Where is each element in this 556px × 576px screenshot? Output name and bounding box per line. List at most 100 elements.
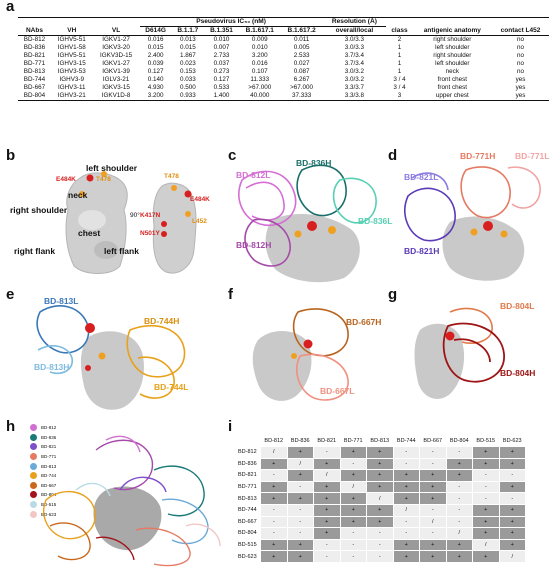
matrix-row-label: BD-667	[238, 518, 257, 525]
matrix-row: BD-821- + / + + + + + - -	[236, 469, 526, 482]
matrix-cell: -	[445, 492, 473, 505]
table-cell: 0.153	[179, 68, 196, 75]
matrix-cell: +	[498, 515, 526, 529]
table-cell: 0.027	[293, 60, 310, 67]
matrix-cell: +	[313, 457, 341, 471]
matrix-cell: -	[286, 480, 314, 494]
matrix-row-label: BD-836	[238, 460, 257, 467]
matrix-cell: /	[366, 492, 394, 505]
matrix-row: BD-744- - + + + / - - + +	[236, 503, 526, 517]
matrix-cell: -	[419, 503, 447, 517]
matrix-cell: /	[392, 503, 420, 517]
matrix-cell: -	[286, 527, 314, 540]
legend-swatch	[30, 481, 37, 489]
table-cell: IGHV3-15	[57, 60, 86, 67]
legend-entry: BD-515	[30, 500, 56, 510]
structure-f	[252, 308, 349, 401]
matrix-cell: -	[472, 480, 500, 494]
legend-label: BD-515	[41, 502, 57, 508]
matrix-cell: -	[392, 446, 420, 459]
table-cell: 2.733	[213, 52, 230, 59]
matrix-cell: +	[313, 527, 341, 540]
legend-label: BD-804	[41, 492, 57, 498]
table-cell: upper chest	[412, 92, 493, 101]
matrix-cell: +	[286, 538, 314, 552]
table-cell: 3.200	[251, 52, 268, 59]
panel-label-b: b	[6, 147, 16, 164]
table-cell: 0.533	[213, 84, 230, 91]
bd-804l-label: BD-804L	[500, 301, 535, 311]
panel-label-i: i	[228, 418, 233, 435]
matrix-cell: -	[472, 469, 500, 482]
legend-swatch	[30, 491, 37, 499]
matrix-cell: +	[498, 480, 526, 494]
k417n-label: K417N	[140, 212, 161, 219]
matrix-cell: +	[445, 457, 473, 471]
table-cell: 0.140	[147, 76, 164, 83]
table-header-cell: VL	[92, 26, 140, 36]
matrix-cell: /	[260, 446, 288, 459]
table-cell: BD-813	[23, 68, 46, 75]
matrix-cell: -	[260, 503, 288, 517]
matrix-cell: +	[366, 503, 394, 517]
table-row: BD-771 IGHV3-15 IGKV1-27 0.039 0.023 0.037 0.0…	[18, 60, 549, 68]
panel-label-f: f	[228, 286, 233, 303]
bd-813l-label: BD-813L	[44, 296, 79, 306]
bd-812h-label: BD-812H	[236, 240, 272, 250]
table-row: BD-821 IGHV5-51 IGKV3D-15 2.400 1.867 2.733 3.…	[18, 52, 549, 60]
matrix-cell: +	[472, 503, 500, 517]
matrix-cell: -	[313, 538, 341, 552]
table-cell: IGKV3-15	[102, 84, 130, 91]
matrix-cell: -	[445, 515, 473, 529]
legend-entry: BD-804	[30, 490, 56, 500]
matrix-row: BD-667- - + + + - / - + +	[236, 515, 526, 529]
table-header-cell: NAbs	[18, 26, 51, 36]
matrix-cell: +	[339, 503, 367, 517]
table-cell: 0.087	[293, 68, 310, 75]
structure-h-overlay	[43, 435, 221, 567]
table-cell: 3 / 4	[393, 76, 406, 83]
legend-label: BD-771	[41, 454, 57, 460]
h-legend: BD-812 BD-836 BD-821 BD-771 BD-813 BD-744 BD-6…	[30, 423, 56, 519]
matrix-cell: +	[260, 457, 288, 471]
matrix-cell: -	[392, 457, 420, 471]
table-cell: 0.015	[179, 44, 196, 51]
bd-744h-label: BD-744H	[144, 316, 180, 326]
table-cell: 4.930	[147, 84, 164, 91]
matrix-cell: /	[339, 480, 367, 494]
matrix-cell: -	[339, 550, 367, 563]
table-cell: 0.007	[213, 44, 230, 51]
matrix-cell: +	[313, 480, 341, 494]
table-cell: right shoulder	[433, 36, 472, 43]
table-cell: 0.009	[251, 36, 268, 43]
resolution-group-header: Resolution (Å)	[322, 17, 387, 27]
table-cell: 6.267	[293, 76, 310, 83]
structure-d	[404, 166, 541, 281]
table-cell: IGHV5-51	[57, 52, 86, 59]
matrix-cell: +	[498, 457, 526, 471]
matrix-cell: +	[445, 550, 473, 563]
legend-entry: BD-744	[30, 471, 56, 481]
matrix-cell: -	[445, 503, 473, 517]
matrix-row: BD-804- - + - - - - / + +	[236, 527, 526, 540]
table-cell: 0.005	[293, 44, 310, 51]
legend-entry: BD-812	[30, 423, 56, 433]
table-header-cell: D614G	[139, 26, 172, 36]
table-cell: no	[517, 44, 525, 51]
rbd-surface-front	[65, 171, 128, 274]
matrix-cell: -	[313, 446, 341, 459]
table-row: BD-813 IGHV3-53 IGKV1-39 0.127 0.153 0.273 0.1…	[18, 68, 549, 76]
table-cell: 3.7/3.4	[344, 52, 365, 59]
matrix-cell: +	[472, 527, 500, 540]
matrix-row-label: BD-812	[238, 449, 257, 456]
bd-667l-label: BD-667L	[320, 386, 355, 396]
legend-label: BD-812	[41, 425, 57, 431]
matrix-column-label: BD-771	[343, 438, 363, 444]
bd-771l-label: BD-771L	[515, 151, 550, 161]
matrix-cell: -	[498, 492, 526, 505]
table-row: BD-836 IGHV1-58 IGKV3-20 0.015 0.015 0.007 0.0…	[18, 44, 549, 52]
matrix-cell: +	[419, 469, 447, 482]
table-cell: 0.023	[179, 60, 196, 67]
matrix-row: BD-771 + - + / + + + - - +	[236, 480, 526, 494]
table-cell: IGKV1-39	[102, 68, 130, 75]
